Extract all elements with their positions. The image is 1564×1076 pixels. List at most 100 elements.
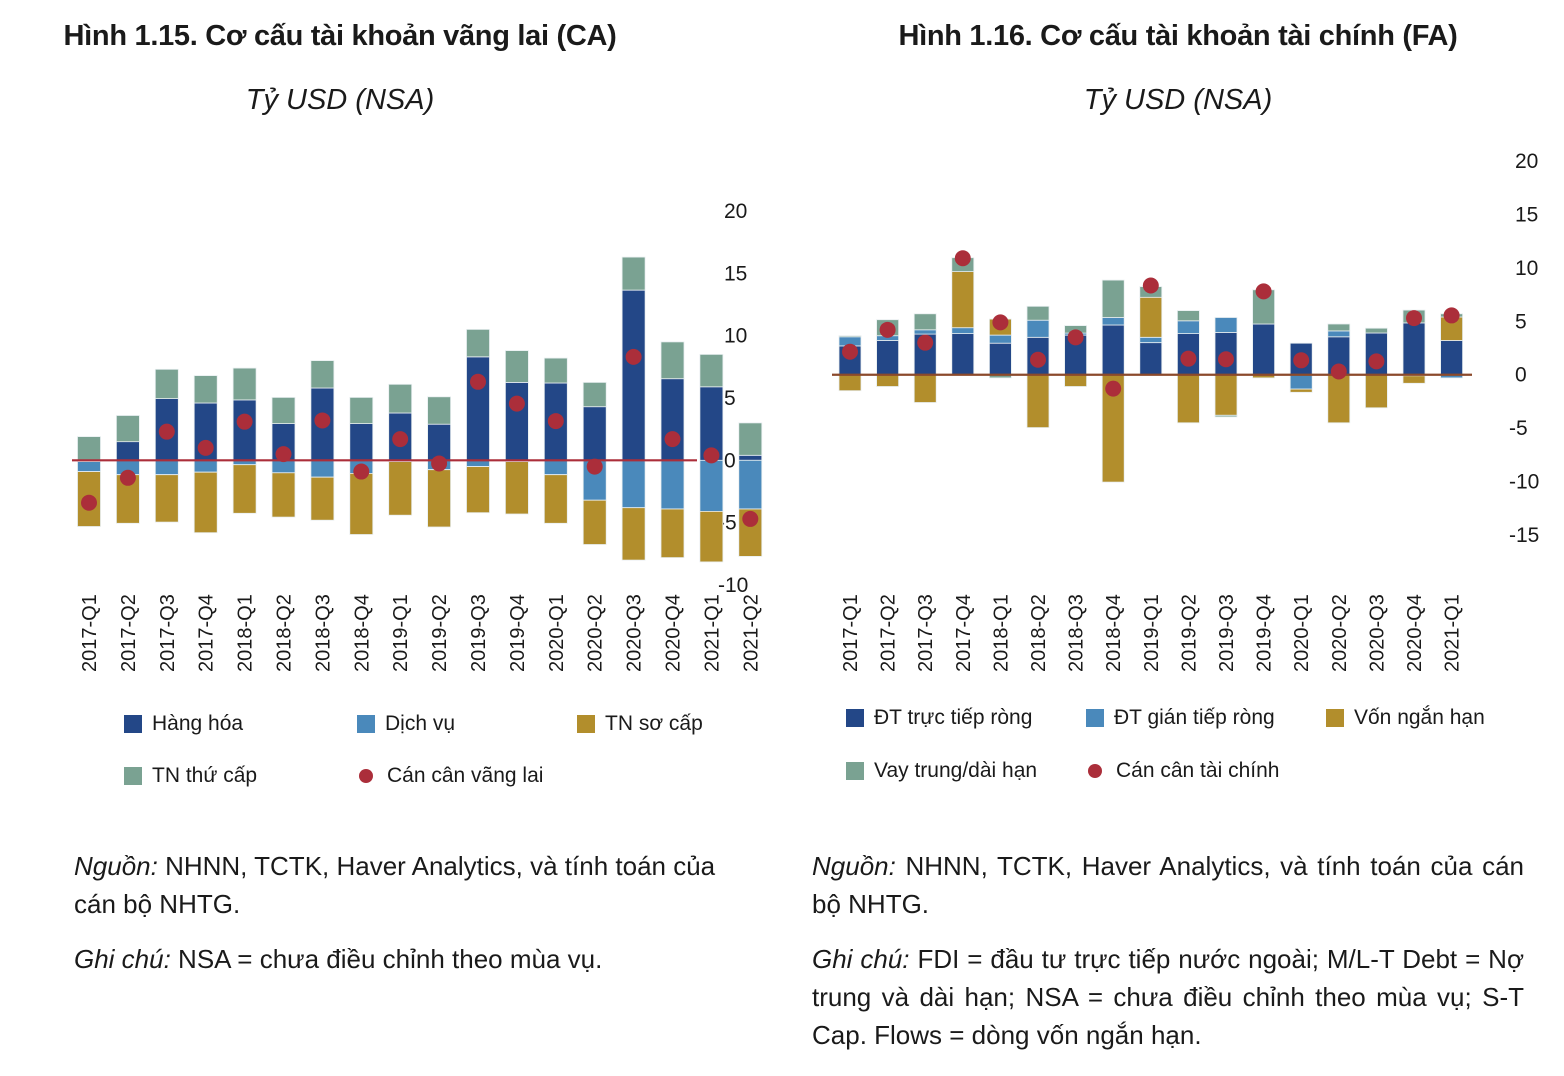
legend-dot [1088, 764, 1102, 778]
bar-segment [349, 472, 374, 535]
bar-segment [951, 271, 975, 329]
x-tick-label: 2020-Q1 [1291, 594, 1313, 672]
bar-segment [116, 415, 140, 443]
bar-segment [154, 459, 179, 475]
legend-item-current-account: Cán cân vãng lai [357, 764, 543, 788]
bar-segment [582, 406, 607, 461]
x-tick-label: 2018-Q4 [351, 594, 373, 672]
bar-segment [838, 374, 862, 392]
bar-segment [660, 341, 685, 380]
x-tick-label: 2017-Q2 [118, 594, 140, 672]
legend-item-portfolio: ĐT gián tiếp ròng [1086, 706, 1275, 730]
x-tick-label: 2020-Q2 [585, 594, 607, 672]
legend-swatch [846, 709, 864, 727]
legend-item-primary-income: TN sơ cấp [577, 712, 703, 736]
y-tick-label: 0 [1515, 364, 1527, 387]
x-tick-label: 2017-Q4 [196, 594, 218, 672]
balance-dot [1218, 351, 1234, 368]
bar-segment [1327, 374, 1351, 424]
bar-segment [1252, 323, 1276, 376]
source-note: Nguồn: NHNN, TCTK, Haver Analytics, và t… [74, 847, 764, 923]
note-label: Ghi chú: [812, 944, 910, 974]
x-tick-label: 2018-Q2 [1028, 594, 1050, 672]
balance-dot [1293, 352, 1310, 369]
bar-segment [1327, 323, 1351, 332]
bar-segment [504, 381, 529, 461]
y-tick-label: 15 [724, 262, 747, 285]
x-tick-label: 2019-Q2 [429, 594, 451, 672]
x-tick-label: 2019-Q1 [1141, 594, 1163, 672]
bar-segment [1327, 330, 1351, 338]
bar-segment [582, 381, 607, 408]
balance-dot [314, 412, 331, 429]
x-tick-label: 2021-Q1 [1442, 594, 1464, 672]
y-tick-label: 20 [724, 200, 747, 223]
bar-segment [1402, 322, 1426, 376]
x-tick-label: 2017-Q4 [953, 594, 975, 672]
bar-segment [699, 510, 724, 563]
y-tick-label: -5 [1509, 417, 1528, 440]
legend-swatch [846, 762, 864, 780]
figure-subtitle: Tỷ USD (NSA) [245, 84, 435, 116]
bar-segment [913, 313, 937, 331]
bar-segment [1214, 374, 1238, 416]
balance-dot [158, 423, 175, 440]
balance-dot [664, 431, 681, 448]
bar-segment [154, 368, 179, 399]
bar-segment [193, 471, 218, 534]
bar-segment [310, 360, 335, 389]
balance-dot [508, 395, 525, 412]
bar-segment [232, 399, 257, 461]
y-tick-label: 20 [1515, 150, 1538, 173]
balance-dot [119, 469, 136, 486]
balance-dot [431, 455, 448, 472]
figure-title: Hình 1.15. Cơ cấu tài khoản vãng lai (CA… [63, 20, 617, 52]
x-tick-label: 2020-Q3 [624, 594, 646, 672]
x-tick-label: 2019-Q2 [1178, 594, 1200, 672]
y-tick-label: 5 [724, 387, 736, 410]
bar-segment [427, 423, 452, 461]
bar-segment [1365, 327, 1388, 334]
bar-segment [310, 459, 335, 478]
bar-segment [466, 328, 490, 358]
balance-dot [586, 458, 603, 475]
source-label: Nguồn: [74, 851, 158, 881]
bar-segment [1289, 374, 1313, 390]
balance-dot [392, 431, 409, 448]
balance-dot [470, 373, 486, 390]
bar-segment [1139, 336, 1163, 343]
bar-segment [876, 340, 899, 376]
bar-segment [1026, 374, 1050, 429]
bar-segment [310, 476, 335, 521]
balance-dot [992, 314, 1009, 331]
bar-segment [988, 342, 1012, 376]
legend-swatch [124, 715, 142, 733]
x-tick-label: 2020-Q2 [1329, 594, 1351, 672]
legend-swatch [577, 715, 595, 733]
bar-segment [582, 499, 607, 545]
bar-segment [621, 289, 646, 461]
x-tick-label: 2018-Q1 [990, 594, 1012, 672]
legend-label: Vốn ngắn hạn [1354, 706, 1485, 729]
bar-segment [699, 459, 724, 512]
balance-dot [625, 348, 642, 365]
legend-label: TN sơ cấp [605, 712, 703, 735]
x-tick-label: 2020-Q3 [1366, 594, 1388, 672]
bar-segment [77, 436, 101, 461]
y-tick-label: 5 [1515, 310, 1527, 333]
bar-segment [504, 461, 529, 515]
bar-segment [951, 327, 975, 335]
bar-segment [388, 383, 413, 414]
bar-segment [349, 423, 374, 461]
y-tick-label: -10 [1509, 471, 1539, 494]
x-tick-label: 2018-Q3 [1066, 594, 1088, 672]
bar-segment [466, 356, 490, 461]
bar-segment [913, 374, 937, 403]
bar-segment [466, 466, 490, 514]
balance-dot [954, 250, 971, 267]
bar-segment [913, 329, 937, 335]
bar-segment [660, 378, 685, 461]
bar-segment [1101, 279, 1125, 318]
bar-segment [543, 459, 568, 475]
bar-segment [876, 374, 899, 387]
